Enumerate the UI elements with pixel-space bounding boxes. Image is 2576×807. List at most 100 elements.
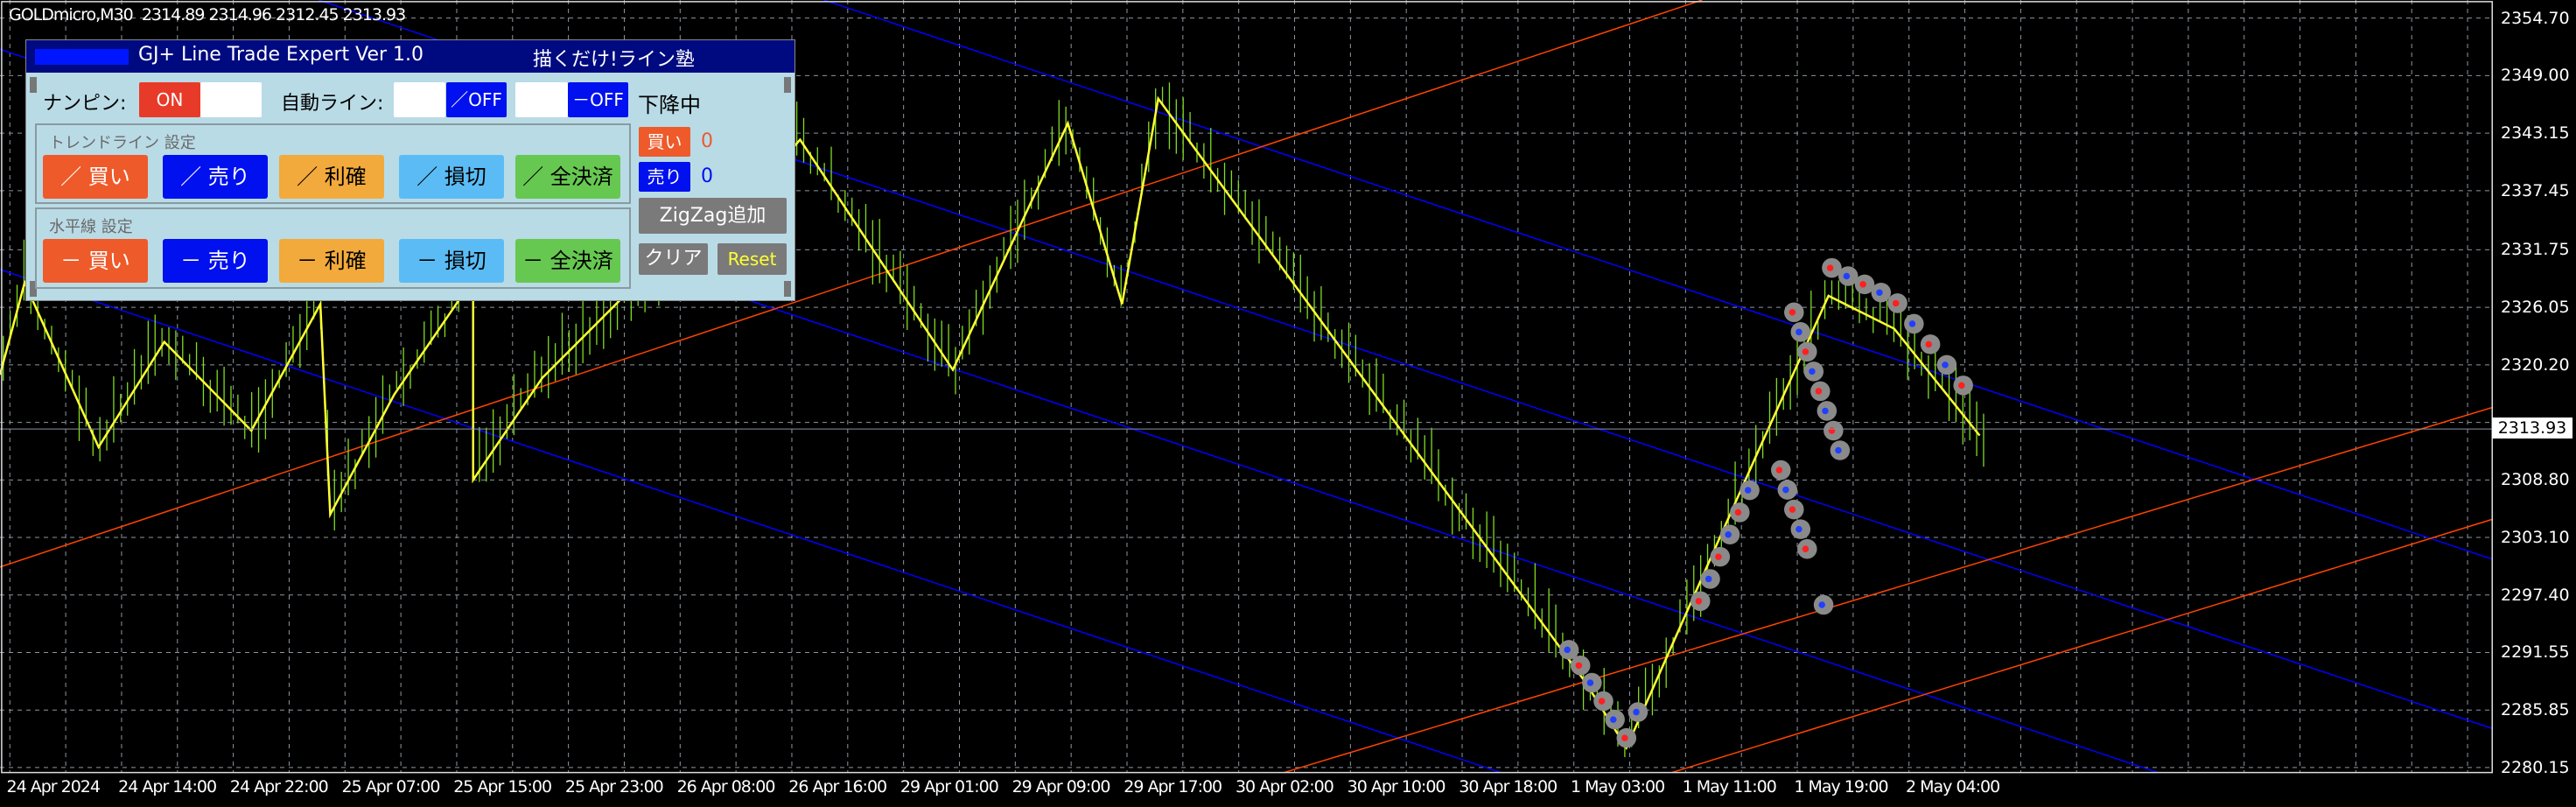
chart-grid: [0, 0, 2492, 773]
trade-marker-dot: [1876, 289, 1883, 297]
nanpin-off-button[interactable]: [200, 82, 262, 117]
trade-marker-dot: [1788, 309, 1796, 316]
trade-marker-dot: [1788, 506, 1796, 513]
symbol-info: GOLDmicro,M30 2314.89 2314.96 2312.45 23…: [9, 5, 406, 25]
trade-marker-dot: [1610, 716, 1617, 723]
time-tick-label: 29 Apr 17:00: [1124, 777, 1222, 796]
trade-marker-dot: [1828, 427, 1836, 434]
trade-marker-dot: [1575, 662, 1583, 670]
nanpin-on-button[interactable]: ON: [139, 82, 200, 117]
price-tick-label: 2308.80: [2501, 470, 2570, 490]
nanpin-label: ナンピン:: [43, 93, 127, 115]
trade-marker-dot: [1942, 361, 1949, 368]
trade-marker-dot: [1796, 525, 1802, 533]
trade-marker-dot: [1796, 328, 1802, 336]
panel-corner: [784, 281, 791, 297]
trade-marker-dot: [1815, 388, 1823, 395]
trend-take-profit-button[interactable]: ／ 利確: [279, 155, 384, 199]
horizontal-take-profit-button[interactable]: － 利確: [279, 239, 384, 283]
trade-marker-dot: [1843, 272, 1851, 280]
clear-button[interactable]: クリア: [639, 243, 708, 275]
panel-title-swatch: [35, 49, 129, 65]
time-tick-label: 2 May 04:00: [1906, 777, 2000, 796]
trade-marker-dot: [1715, 553, 1722, 560]
trade-marker-dot: [1908, 320, 1916, 327]
time-tick-label: 24 Apr 14:00: [118, 777, 217, 796]
trend-close-all-button[interactable]: ／ 全決済: [515, 155, 620, 199]
uptrend-channel-line: [1672, 519, 2492, 772]
horizontal-buy-button[interactable]: － 買い: [43, 239, 148, 283]
sell-count-badge: 売り: [639, 162, 690, 192]
trend-buy-button[interactable]: ／ 買い: [43, 155, 148, 199]
price-tick-label: 2349.00: [2501, 66, 2570, 86]
trade-marker-dot: [1809, 368, 1816, 375]
price-tick-label: 2354.70: [2501, 8, 2570, 28]
price-tick-label: 2326.05: [2501, 298, 2570, 318]
current-price-label: 2313.93: [2492, 418, 2572, 439]
trade-marker-dot: [1704, 575, 1712, 583]
price-tick-label: 2343.15: [2501, 123, 2570, 144]
horizontal-sell-button[interactable]: － 売り: [163, 239, 268, 283]
trade-marker-dot: [1598, 698, 1606, 705]
time-tick-label: 25 Apr 23:00: [564, 777, 664, 796]
downtrend-channel-line: [0, 270, 1501, 773]
sell-count: 0: [701, 165, 713, 187]
price-tick-label: 2280.15: [2501, 757, 2570, 777]
trade-marker-dot: [1633, 708, 1640, 716]
horizontal-stop-loss-button[interactable]: － 損切: [399, 239, 504, 283]
zigzag-add-button[interactable]: ZigZag追加: [639, 198, 787, 234]
time-tick-label: 29 Apr 09:00: [1012, 777, 1111, 796]
buy-count: 0: [701, 130, 713, 152]
time-tick-label: 30 Apr 02:00: [1235, 777, 1334, 796]
auto-horizontal-off-button[interactable]: －OFF: [568, 82, 628, 117]
horizontal-group-label: 水平線 設定: [49, 218, 133, 236]
time-tick-label: 25 Apr 15:00: [453, 777, 552, 796]
price-tick-label: 2320.20: [2501, 354, 2570, 375]
trade-markers: [1558, 257, 1973, 748]
trade-marker-dot: [1925, 340, 1932, 348]
time-tick-label: 1 May 11:00: [1682, 777, 1777, 796]
auto-horizontal-on-button[interactable]: [515, 82, 568, 117]
panel-corner: [30, 77, 37, 93]
auto-trend-off-button[interactable]: ／OFF: [446, 82, 507, 117]
horizontal-close-all-button[interactable]: － 全決済: [515, 239, 620, 283]
trade-marker-dot: [1695, 598, 1703, 605]
price-tick-label: 2291.55: [2501, 642, 2570, 663]
trade-marker-dot: [1621, 734, 1628, 741]
time-tick-label: 30 Apr 18:00: [1459, 777, 1558, 796]
trade-panel: GJ+ Line Trade Expert Ver 1.0 描くだけ!ライン塾 …: [25, 39, 795, 301]
time-tick-label: 26 Apr 16:00: [788, 777, 887, 796]
trade-marker-dot: [1586, 679, 1594, 686]
downtrend-channel-line: [824, 0, 2493, 559]
panel-corner: [30, 281, 37, 297]
trade-marker-dot: [1818, 601, 1825, 608]
chart-border: [2, 2, 2492, 773]
trade-marker-dot: [1835, 446, 1842, 454]
panel-corner: [784, 77, 791, 93]
trade-marker-dot: [1958, 382, 1965, 389]
panel-brand: 描くだけ!ライン塾: [533, 49, 695, 71]
time-tick-label: 24 Apr 2024: [6, 777, 101, 796]
reset-button[interactable]: Reset: [718, 243, 787, 275]
auto-line-label: 自動ライン:: [281, 93, 384, 115]
trend-sell-button[interactable]: ／ 売り: [163, 155, 268, 199]
price-tick-label: 2331.75: [2501, 240, 2570, 260]
trade-marker-dot: [1802, 545, 1810, 552]
trade-marker-dot: [1802, 348, 1810, 355]
price-tick-label: 2337.45: [2501, 180, 2570, 200]
trade-marker-dot: [1564, 646, 1571, 654]
trendline-group-label: トレンドライン 設定: [49, 134, 196, 152]
auto-trend-on-button[interactable]: [394, 82, 445, 117]
trend-stop-loss-button[interactable]: ／ 損切: [399, 155, 504, 199]
trade-marker-dot: [1725, 530, 1732, 538]
trade-marker-dot: [1822, 407, 1829, 415]
panel-title-bar[interactable]: GJ+ Line Trade Expert Ver 1.0 描くだけ!ライン塾: [26, 40, 794, 73]
trendline-group: トレンドライン 設定: [35, 123, 631, 204]
trade-marker-dot: [1775, 467, 1783, 474]
trade-marker-dot: [1734, 509, 1742, 516]
time-tick-label: 1 May 19:00: [1794, 777, 1888, 796]
trend-status: 下降中: [638, 93, 701, 117]
uptrend-channel-line: [0, 0, 1702, 567]
time-tick-label: 30 Apr 10:00: [1347, 777, 1446, 796]
trade-marker-dot: [1892, 299, 1900, 307]
